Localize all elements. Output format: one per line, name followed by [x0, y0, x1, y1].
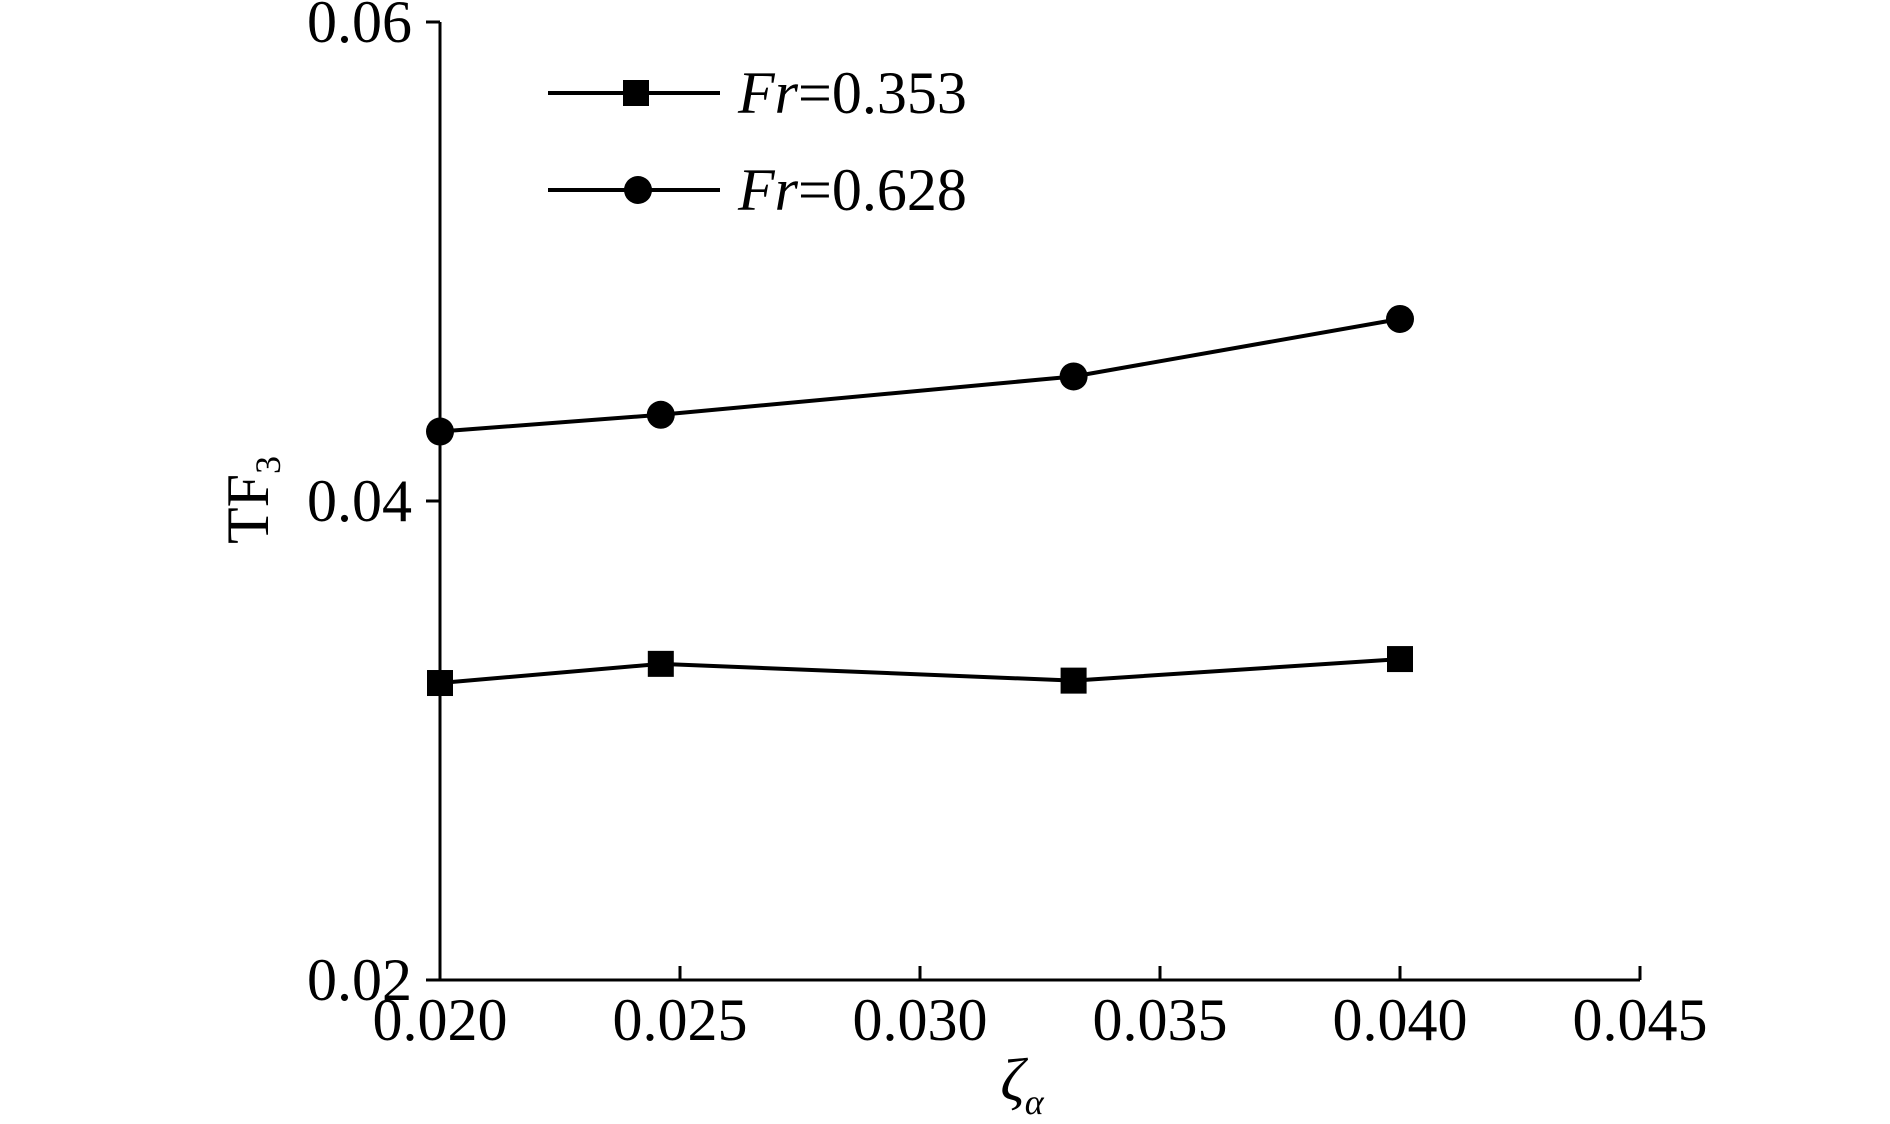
data-point-square — [427, 670, 453, 697]
axes — [438, 22, 1640, 982]
data-point-square — [1387, 646, 1413, 673]
series-group — [426, 304, 1414, 697]
svg-text:Fr=0.353: Fr=0.353 — [737, 60, 967, 126]
legend-label-prefix-1: Fr — [737, 60, 799, 126]
x-axis-label-subscript: α — [1025, 1082, 1045, 1122]
data-point-square — [1060, 667, 1087, 694]
x-tick-label: 0.025 — [613, 987, 748, 1053]
y-axis-label: TF3 — [215, 456, 288, 544]
data-point-circle — [1059, 362, 1088, 391]
legend-item-series-2: Fr=0.628 — [548, 157, 967, 223]
x-axis-ticks: 0.020 0.025 0.030 0.035 0.040 0.045 — [373, 966, 1708, 1053]
series-line-1 — [439, 657, 1401, 686]
data-point-circle — [426, 417, 454, 446]
y-axis-label-main: TF — [215, 474, 281, 544]
x-tick-label: 0.040 — [1333, 987, 1468, 1053]
y-tick-label: 0.06 — [307, 0, 412, 55]
x-tick-label: 0.020 — [373, 987, 508, 1053]
y-axis-label-subscript: 3 — [248, 456, 288, 474]
x-axis-label: ζα — [1000, 1047, 1044, 1122]
legend-item-series-1: Fr=0.353 — [548, 60, 967, 126]
legend-label-suffix-2: =0.628 — [798, 157, 967, 223]
x-tick-label: 0.035 — [1093, 987, 1228, 1053]
x-tick-label: 0.030 — [853, 987, 988, 1053]
x-tick-label: 0.045 — [1573, 987, 1708, 1053]
legend-label-prefix-2: Fr — [737, 157, 799, 223]
legend-marker-circle — [624, 176, 652, 204]
legend-marker-square — [623, 80, 649, 106]
y-tick-label: 0.02 — [307, 947, 412, 1013]
svg-text:Fr=0.628: Fr=0.628 — [737, 157, 967, 223]
data-point-circle — [1386, 304, 1414, 333]
data-point-circle — [646, 400, 675, 429]
legend-label-suffix-1: =0.353 — [798, 60, 967, 126]
legend: Fr=0.353 Fr=0.628 — [548, 60, 967, 223]
y-axis-ticks: 0.02 0.04 0.06 — [307, 0, 440, 1013]
data-point-square — [647, 650, 674, 677]
series-line-2 — [439, 317, 1401, 434]
y-tick-label: 0.04 — [307, 468, 412, 534]
x-axis-label-main: ζ — [1000, 1047, 1028, 1113]
